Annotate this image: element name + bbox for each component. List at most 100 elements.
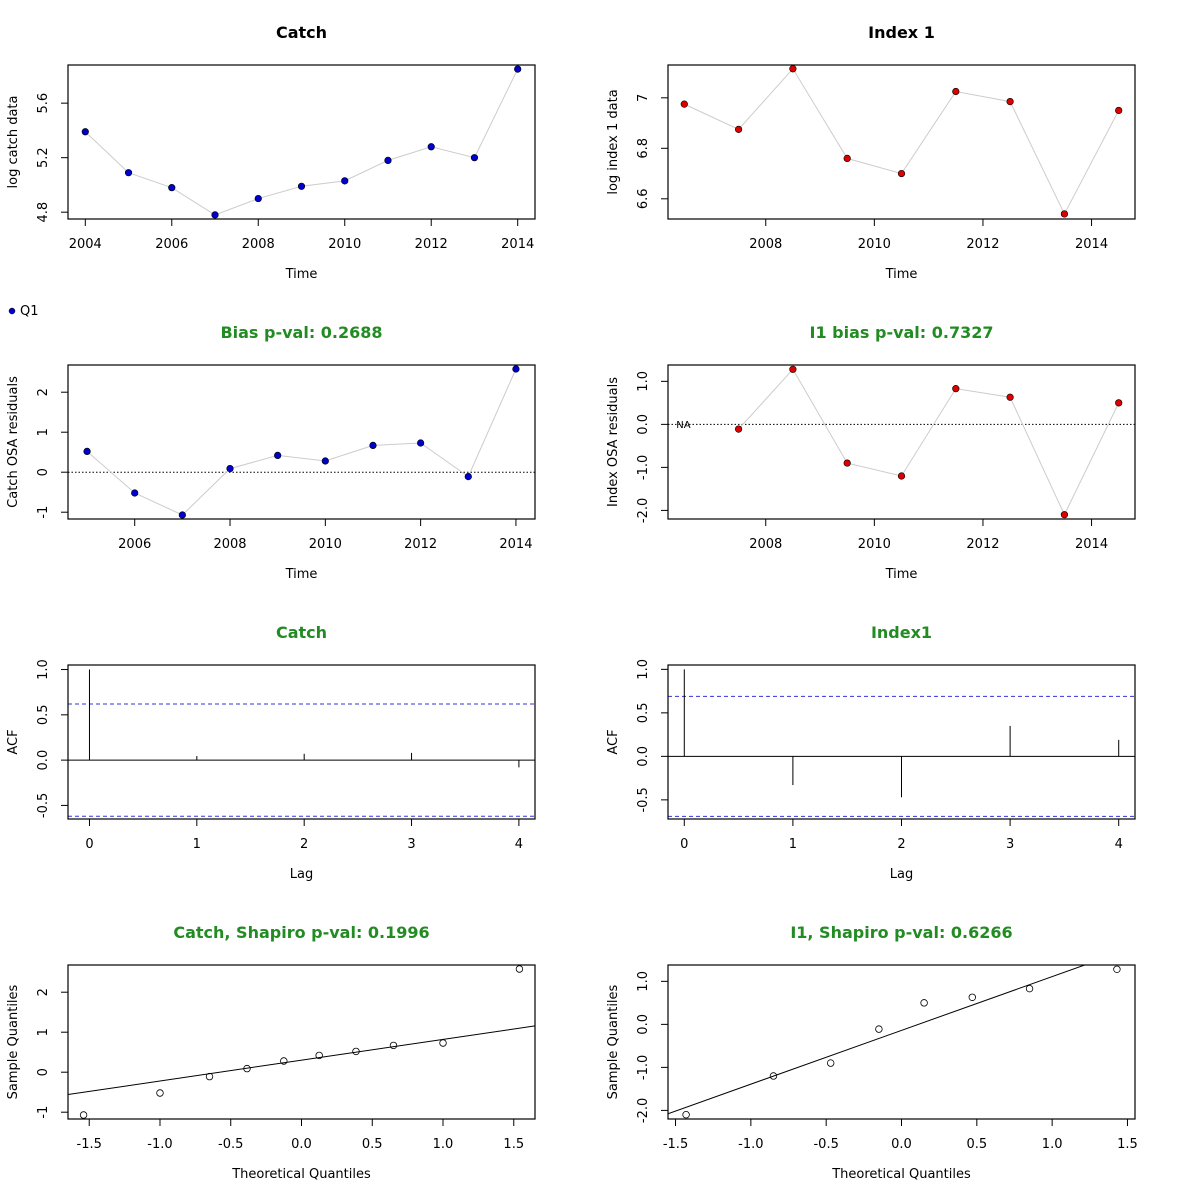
x-tick-label: -1.5 <box>663 1137 688 1152</box>
x-tick-label: 4 <box>515 837 523 852</box>
y-tick-label: 1.0 <box>636 971 651 992</box>
y-tick-label: 4.8 <box>36 202 51 223</box>
x-tick-label: 3 <box>1006 837 1014 852</box>
panel-title: Bias p-val: 0.2688 <box>220 323 382 342</box>
data-point <box>789 365 797 373</box>
data-point <box>81 128 89 136</box>
series-line <box>86 368 517 516</box>
x-tick-label: 2010 <box>309 537 342 552</box>
plot-frame <box>67 64 536 220</box>
y-tick-label: -0.5 <box>636 787 651 812</box>
y-tick-label: 6.6 <box>636 188 651 209</box>
y-tick-label: 0.5 <box>636 703 651 724</box>
x-tick-label: 2014 <box>501 237 534 252</box>
legend-label: Q1 <box>20 304 39 319</box>
data-point <box>427 143 435 151</box>
y-axis-label: Sample Quantiles <box>606 984 621 1099</box>
x-tick-label: 0.0 <box>291 1137 312 1152</box>
y-tick-label: 2 <box>36 988 51 996</box>
data-point <box>341 177 349 185</box>
y-axis-label: log index 1 data <box>606 89 621 194</box>
y-tick-label: -0.5 <box>36 793 51 818</box>
data-point <box>1115 399 1123 407</box>
data-point <box>417 439 425 447</box>
x-tick-label: 2008 <box>749 537 782 552</box>
data-point <box>512 365 520 373</box>
data-point <box>1060 511 1069 519</box>
catch-series-panel: Catch Time log catch data 2004 2006 2008 2010 2… <box>6 23 536 319</box>
x-tick-label: 0 <box>85 837 93 852</box>
x-axis-label: Time <box>885 267 918 282</box>
plot-frame <box>667 364 1136 520</box>
x-axis-label: Time <box>885 567 918 582</box>
x-tick-label: 0.0 <box>891 1137 912 1152</box>
y-tick-label: -1 <box>36 506 51 519</box>
y-axis-label: Sample Quantiles <box>6 984 21 1099</box>
x-tick-label: -1.0 <box>738 1137 763 1152</box>
x-tick-label: 4 <box>1115 837 1123 852</box>
index-residuals-panel: I1 bias p-val: 0.7327 Time Index OSA resid… <box>606 323 1136 582</box>
qq-point <box>156 1089 164 1097</box>
y-axis-label: ACF <box>6 729 21 754</box>
plot-frame <box>667 664 1136 820</box>
x-tick-label: -0.5 <box>813 1137 838 1152</box>
x-tick-label: 0.5 <box>966 1137 987 1152</box>
qq-point <box>205 1072 214 1081</box>
y-tick-label: 0.0 <box>36 750 51 771</box>
y-tick-label: -1.0 <box>636 455 651 480</box>
data-point <box>952 385 960 393</box>
x-tick-label: 2012 <box>966 537 999 552</box>
y-axis-label: Catch OSA residuals <box>6 376 21 508</box>
x-tick-label: 0 <box>680 837 688 852</box>
series-line <box>84 68 519 216</box>
catch-residuals-panel: Bias p-val: 0.2688 Time Catch OSA residual… <box>6 323 536 582</box>
index-acf-panel: Index1 Lag ACF 0 1 2 3 4 -0.5 0.0 0.5 1.0 <box>606 623 1136 882</box>
data-point <box>464 473 472 481</box>
y-tick-label: -2.0 <box>636 1098 651 1123</box>
data-point <box>1006 393 1014 401</box>
qq-point <box>1025 984 1034 993</box>
y-axis-label: log catch data <box>6 96 21 189</box>
data-point <box>369 441 377 450</box>
x-tick-label: 2012 <box>415 237 448 252</box>
catch-acf-panel: Catch Lag ACF 0 1 2 3 4 -0.5 0.0 0.5 1.0 <box>6 623 536 882</box>
y-axis-label: Index OSA residuals <box>606 377 621 507</box>
y-tick-label: -1.0 <box>636 1055 651 1080</box>
x-tick-label: 2014 <box>1075 537 1108 552</box>
y-tick-label: 2 <box>36 388 51 396</box>
panel-title: Catch <box>276 23 327 42</box>
x-tick-label: 3 <box>407 837 415 852</box>
y-tick-label: 0.0 <box>636 414 651 435</box>
y-tick-label: 0.0 <box>636 1014 651 1035</box>
y-tick-label: -1 <box>36 1106 51 1119</box>
y-tick-label: 6.8 <box>636 138 651 159</box>
qq-point <box>769 1072 778 1080</box>
index-qq-panel: I1, Shapiro p-val: 0.6266 Theoretical Qua… <box>606 923 1138 1182</box>
data-point <box>297 182 306 190</box>
x-axis-label: Lag <box>290 867 313 882</box>
y-tick-label: 1.0 <box>636 371 651 392</box>
data-point <box>1006 98 1014 106</box>
data-point <box>789 65 797 73</box>
y-tick-label: 0.5 <box>36 704 51 725</box>
data-point <box>124 169 133 177</box>
data-point <box>843 154 851 163</box>
data-point <box>734 425 743 433</box>
y-axis-label: ACF <box>606 729 621 754</box>
x-tick-label: 1.5 <box>503 1137 524 1152</box>
data-point <box>274 451 282 460</box>
plot-frame <box>667 964 1136 1120</box>
x-tick-label: 2012 <box>966 237 999 252</box>
x-tick-label: 2014 <box>499 537 532 552</box>
index-series-panel: Index 1 Time log index 1 data 2008 2010 2012 2… <box>606 23 1136 282</box>
x-axis-label: Time <box>285 267 318 282</box>
x-tick-label: 2006 <box>118 537 151 552</box>
panel-title: Index1 <box>871 623 932 642</box>
qq-point <box>515 965 524 973</box>
panel-title: Index 1 <box>868 23 935 42</box>
data-point <box>680 100 688 108</box>
data-point <box>226 465 234 473</box>
legend-marker <box>8 307 16 315</box>
plot-frame <box>67 964 536 1120</box>
